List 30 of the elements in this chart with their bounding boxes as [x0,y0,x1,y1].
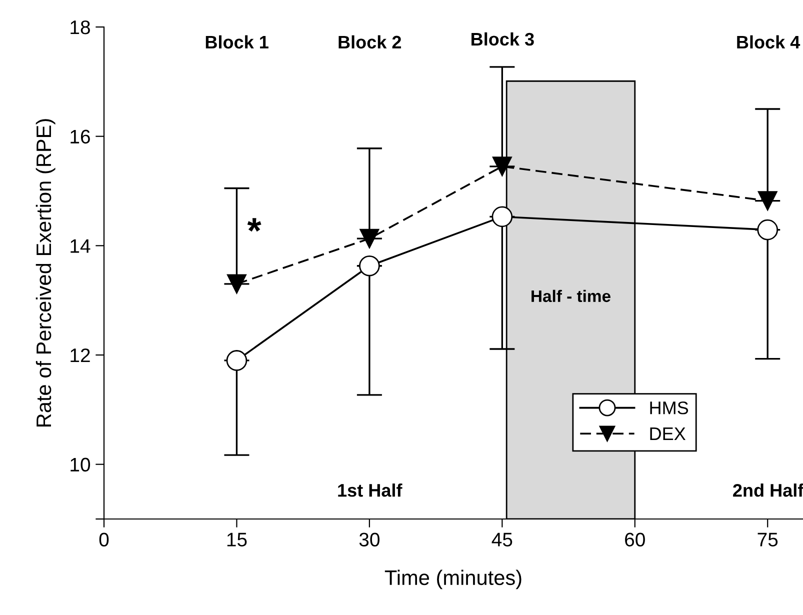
annotation: Block 4 [737,35,800,49]
x-tick-label: 0 [99,532,109,546]
annotation: Block 2 [338,35,402,49]
annotation: Block 1 [206,35,268,49]
x-tick-label: 45 [492,532,512,546]
legend-label: HMS [650,401,688,414]
legend-label: DEX [650,428,686,440]
point [227,274,246,294]
y-tick-label: 18 [70,20,90,34]
y-tick-label: 12 [70,348,90,362]
x-tick-label: 60 [625,532,645,546]
point [757,219,778,240]
y-tick-label: 10 [70,458,90,472]
x-tick-label: 30 [359,532,380,546]
point [359,255,380,276]
x-tick-label: 75 [758,532,778,546]
x-tick-label: 15 [227,532,247,546]
band-label: Half - time [532,290,610,302]
point [226,350,248,371]
point [492,156,512,176]
x-axis-title: Time (minutes) [384,570,522,590]
y-tick-label: 16 [70,130,90,144]
point [758,191,778,211]
point [360,228,380,248]
y-tick-label: 14 [70,239,90,253]
annotation: * [247,218,262,232]
annotation: Block 3 [472,32,534,46]
point [492,206,513,228]
y-axis-title: Rate of Perceived Exertion (RPE) [36,119,56,426]
annotation: 1st Half [338,484,402,497]
